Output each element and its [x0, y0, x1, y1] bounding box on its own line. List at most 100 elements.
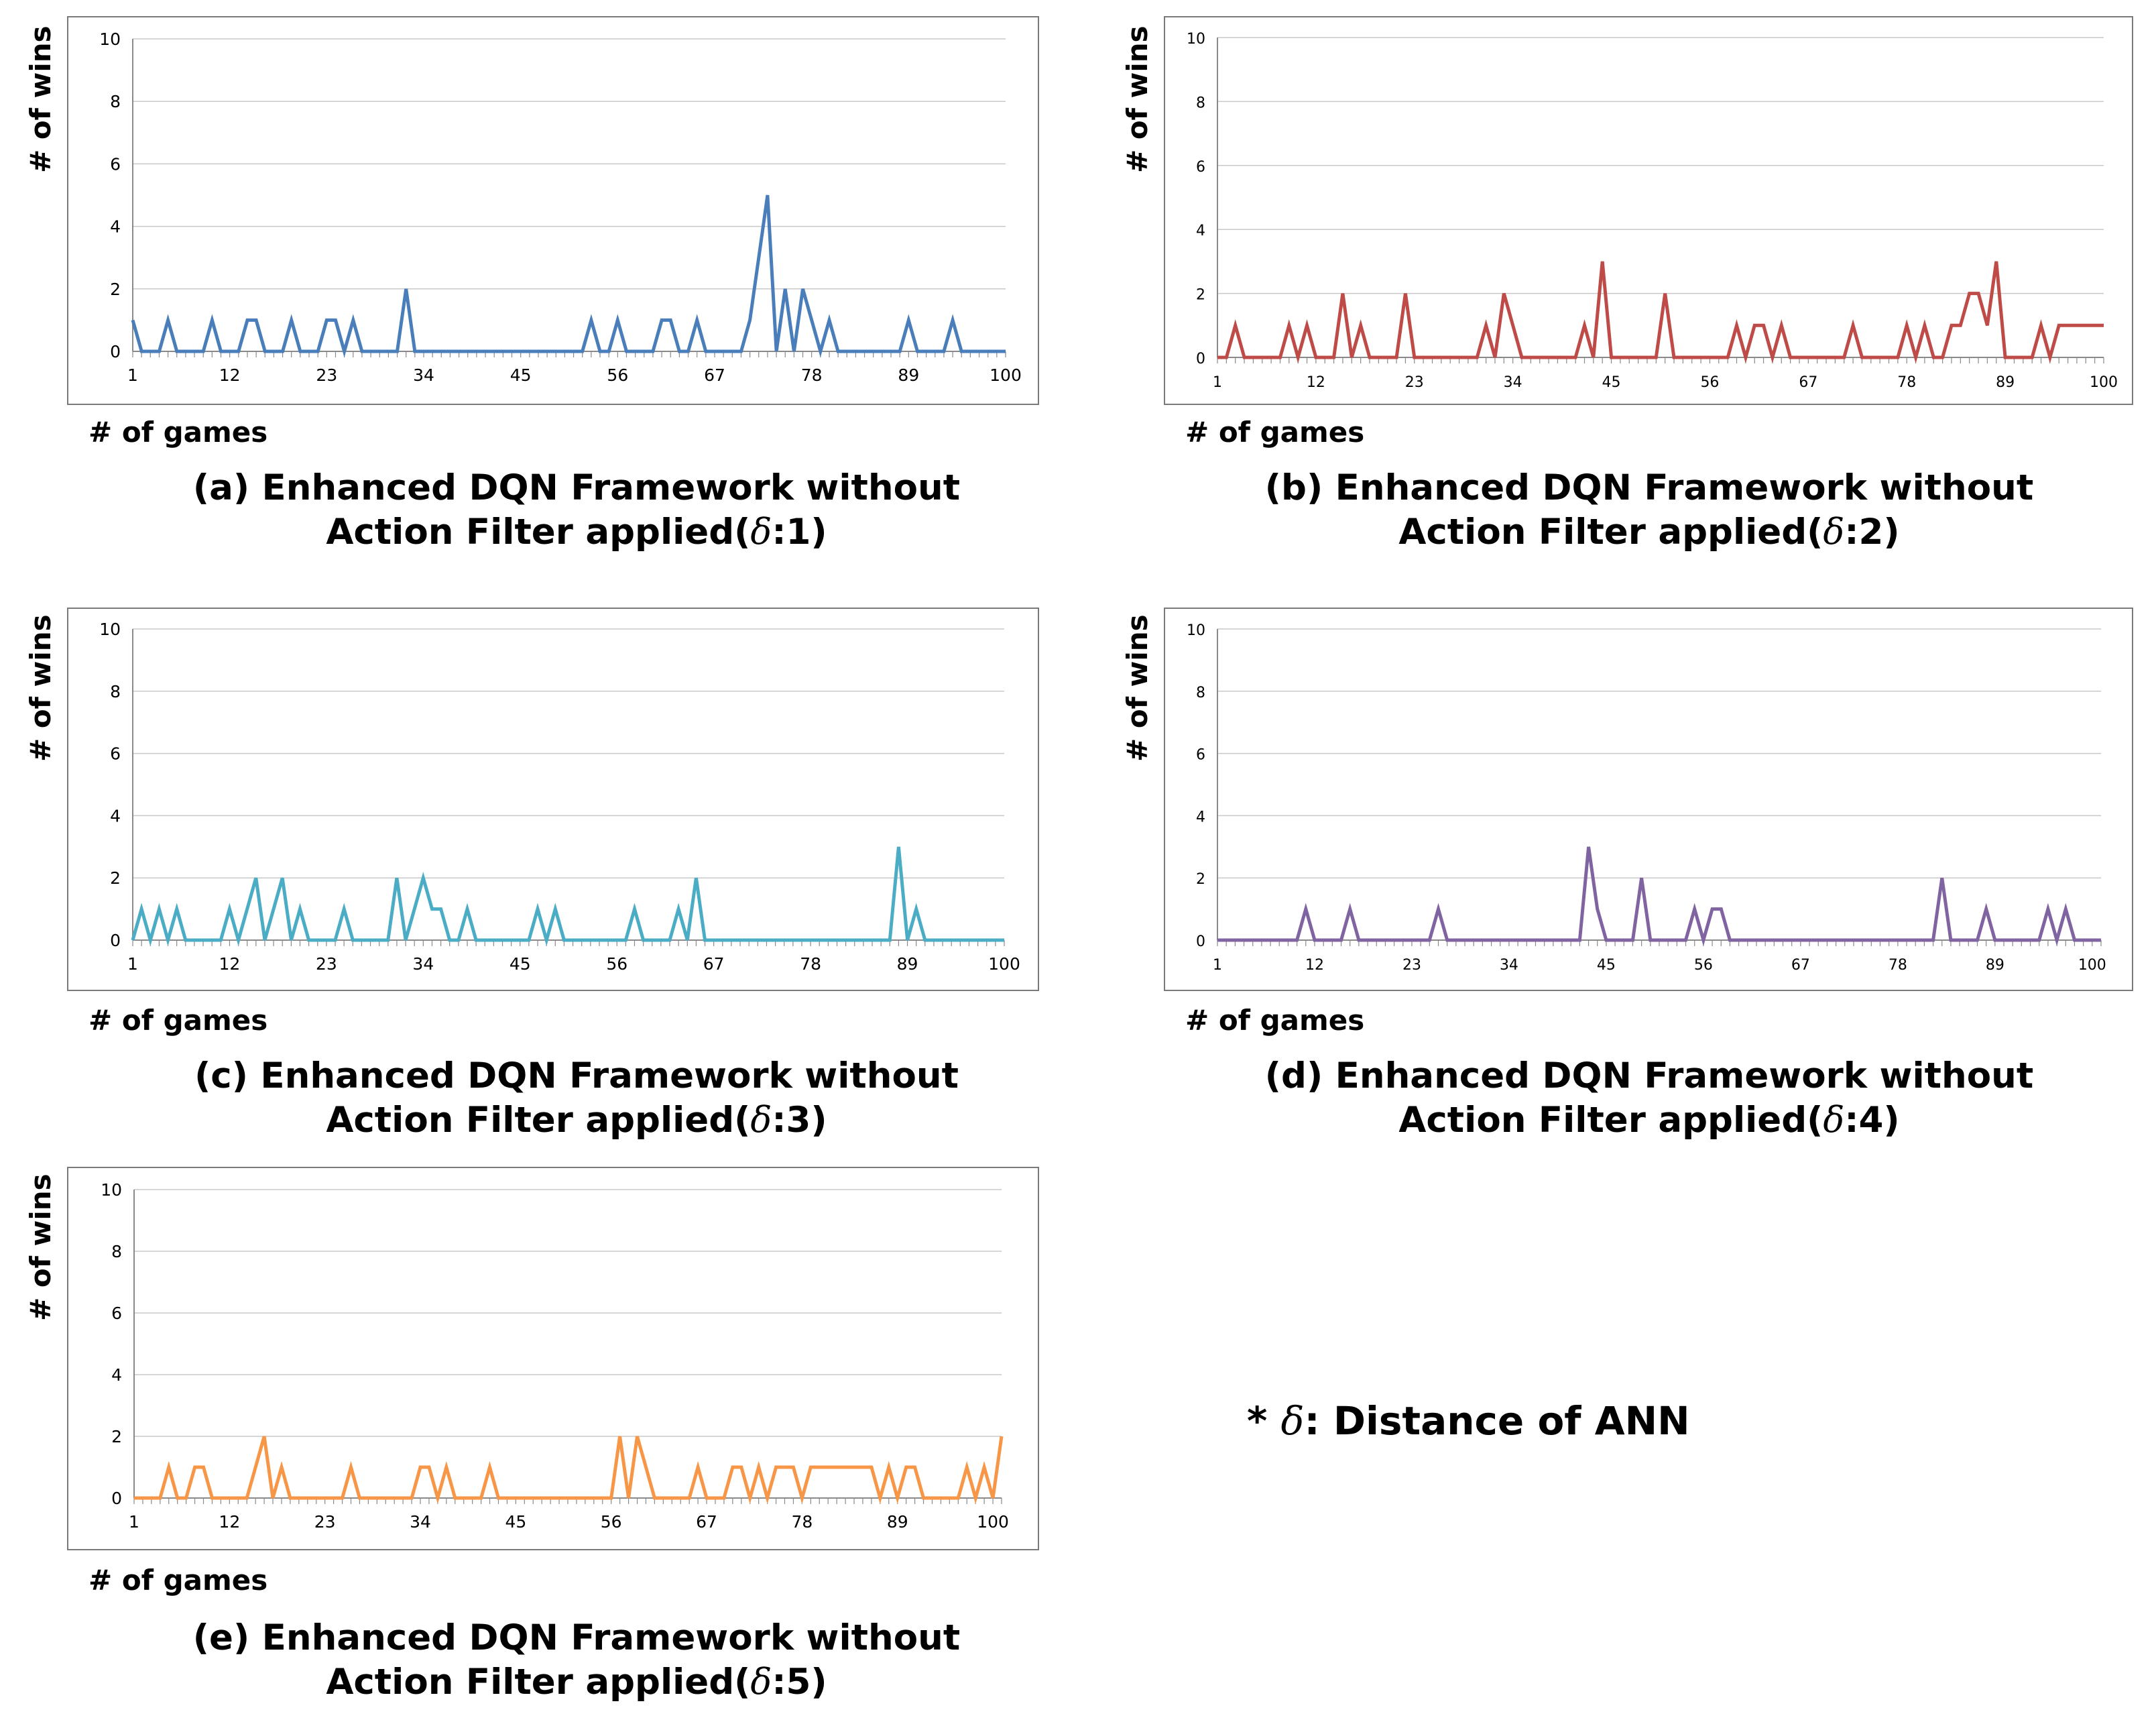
xtick-c-67: 67: [703, 954, 725, 974]
xtick-a-34: 34: [413, 365, 434, 385]
caption-a-symbol: δ: [750, 512, 772, 553]
xtick-c-89: 89: [897, 954, 918, 974]
xtick-d-56: 56: [1694, 957, 1713, 974]
caption-d-symbol: δ: [1823, 1100, 1845, 1141]
xtick-c-78: 78: [800, 954, 821, 974]
ytick-b-2: 2: [1196, 287, 1205, 304]
caption-a-prefix: Action Filter applied(: [326, 512, 751, 553]
caption-b-line2: Action Filter applied(δ:2): [1234, 510, 2065, 555]
xtick-e-89: 89: [887, 1512, 908, 1532]
ytick-d-4: 4: [1196, 809, 1205, 825]
ytick-c-6: 6: [110, 744, 121, 764]
xtick-e-100: 100: [977, 1512, 1009, 1532]
ytick-a-0: 0: [110, 342, 121, 361]
xtick-d-89: 89: [1986, 957, 2004, 974]
plot-c: 0 2 4 6 8 10 1 12 23 34 45 56 67 78 89 100: [99, 620, 1020, 974]
caption-a-line2: Action Filter applied(δ:1): [161, 510, 992, 555]
delta-note: * δ: Distance of ANN: [1247, 1398, 1690, 1444]
ytick-d-6: 6: [1196, 747, 1205, 764]
caption-b-suffix: :2): [1844, 512, 1900, 553]
caption-c-prefix: Action Filter applied(: [326, 1100, 751, 1141]
xtick-b-12: 12: [1307, 374, 1325, 391]
xtick-a-1: 1: [127, 365, 138, 385]
xtick-a-89: 89: [898, 365, 919, 385]
ytick-a-2: 2: [110, 280, 121, 299]
ytick-c-2: 2: [110, 868, 121, 888]
xlabel-a: # of games: [88, 416, 268, 449]
caption-b: (b) Enhanced DQN Framework without Actio…: [1234, 466, 2065, 555]
xtick-b-56: 56: [1700, 374, 1719, 391]
ylabel-d: # of wins: [1121, 614, 1154, 762]
xtick-a-45: 45: [510, 365, 532, 385]
plot-e: 0 2 4 6 8 10 1 12 23 34 45 56 67 78 89 100: [101, 1180, 1009, 1532]
xtick-b-45: 45: [1602, 374, 1621, 391]
xtick-c-34: 34: [412, 954, 434, 974]
xtick-b-1: 1: [1213, 374, 1222, 391]
caption-c-suffix: :3): [772, 1100, 827, 1141]
chart-e: 0 2 4 6 8 10 1 12 23 34 45 56 67 78 89 100: [67, 1167, 1039, 1550]
ylabel-e: # of wins: [24, 1173, 57, 1321]
ytick-d-10: 10: [1187, 622, 1205, 639]
ytick-a-10: 10: [99, 30, 121, 49]
xtick-a-56: 56: [607, 365, 628, 385]
caption-d: (d) Enhanced DQN Framework without Actio…: [1234, 1054, 2065, 1143]
xtick-b-23: 23: [1405, 374, 1424, 391]
xlabel-d: # of games: [1185, 1004, 1365, 1037]
chart-b: 0 2 4 6 8 10 1 12 23 34 45 56 67 78 89 100: [1164, 16, 2133, 405]
caption-d-suffix: :4): [1844, 1100, 1900, 1141]
caption-a: (a) Enhanced DQN Framework without Actio…: [161, 466, 992, 555]
note-symbol: δ: [1280, 1398, 1305, 1444]
chart-c: 0 2 4 6 8 10 1 12 23 34 45 56 67 78 89 100: [67, 608, 1039, 991]
ytick-d-0: 0: [1196, 933, 1205, 950]
xtick-e-12: 12: [219, 1512, 240, 1532]
caption-d-prefix: Action Filter applied(: [1398, 1100, 1823, 1141]
xtick-a-100: 100: [990, 365, 1022, 385]
caption-e-line2: Action Filter applied(δ:5): [161, 1660, 992, 1705]
chart-d: 0 2 4 6 8 10 1 12 23 34 45 56 67 78 89 100: [1164, 608, 2133, 991]
xtick-e-1: 1: [129, 1512, 139, 1532]
caption-e-suffix: :5): [772, 1662, 827, 1703]
xlabel-b: # of games: [1185, 416, 1365, 449]
series-line-e: [134, 1436, 1004, 1505]
caption-a-line1: (a) Enhanced DQN Framework without: [192, 467, 961, 508]
ytick-c-0: 0: [110, 931, 121, 950]
ytick-a-8: 8: [110, 92, 121, 111]
caption-e-prefix: Action Filter applied(: [326, 1662, 751, 1703]
ytick-d-2: 2: [1196, 871, 1205, 888]
xlabel-e: # of games: [88, 1564, 268, 1597]
xtick-d-67: 67: [1791, 957, 1810, 974]
xtick-e-45: 45: [505, 1512, 526, 1532]
caption-d-line1: (d) Enhanced DQN Framework without: [1264, 1055, 2034, 1096]
xtick-c-12: 12: [219, 954, 241, 974]
ytick-c-10: 10: [99, 620, 121, 639]
xtick-b-89: 89: [1996, 374, 2015, 391]
xtick-e-23: 23: [314, 1512, 336, 1532]
xtick-d-34: 34: [1500, 957, 1518, 974]
caption-c-symbol: δ: [750, 1100, 772, 1141]
ytick-e-0: 0: [111, 1489, 122, 1508]
ytick-e-10: 10: [101, 1180, 122, 1200]
chart-a: 0 2 4 6 8 10 1 12 23 34 45 56 67 78 89 100: [67, 16, 1039, 405]
caption-e: (e) Enhanced DQN Framework without Actio…: [161, 1616, 992, 1705]
xtick-c-23: 23: [316, 954, 337, 974]
xtick-a-23: 23: [316, 365, 337, 385]
caption-a-suffix: :1): [772, 512, 827, 553]
caption-d-line2: Action Filter applied(δ:4): [1234, 1098, 2065, 1143]
xtick-e-67: 67: [696, 1512, 717, 1532]
ytick-e-6: 6: [111, 1304, 122, 1323]
ylabel-c: # of wins: [24, 614, 57, 762]
caption-c-line2: Action Filter applied(δ:3): [161, 1098, 992, 1143]
ytick-e-2: 2: [111, 1427, 122, 1446]
xtick-d-78: 78: [1889, 957, 1907, 974]
xtick-a-12: 12: [219, 365, 241, 385]
series-line-d: [1217, 846, 2101, 947]
xtick-d-100: 100: [2078, 957, 2106, 974]
xtick-d-45: 45: [1597, 957, 1616, 974]
xtick-b-34: 34: [1504, 374, 1522, 391]
caption-c: (c) Enhanced DQN Framework without Actio…: [161, 1054, 992, 1143]
xlabel-c: # of games: [88, 1004, 268, 1037]
ytick-b-8: 8: [1196, 95, 1205, 111]
series-line-b: [1217, 261, 2104, 364]
caption-b-prefix: Action Filter applied(: [1398, 512, 1823, 553]
xtick-d-12: 12: [1305, 957, 1324, 974]
